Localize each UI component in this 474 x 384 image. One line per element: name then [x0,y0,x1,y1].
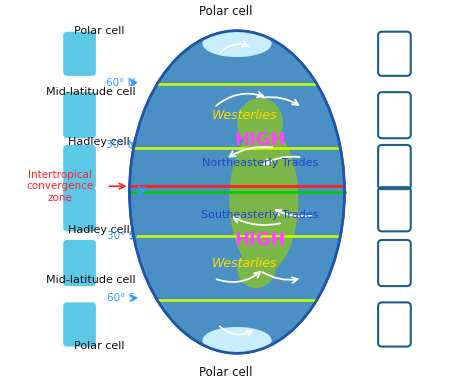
FancyBboxPatch shape [63,240,96,286]
Text: Mid-latitude cell: Mid-latitude cell [46,275,136,285]
Ellipse shape [237,98,283,148]
Ellipse shape [129,31,345,353]
Text: 60° S: 60° S [107,293,135,303]
Ellipse shape [202,30,272,57]
Text: Northeasterly Trades: Northeasterly Trades [202,158,318,168]
Text: HIGH: HIGH [234,231,286,249]
Text: Intertropical: Intertropical [28,170,92,180]
Text: Hadley cell: Hadley cell [68,225,129,235]
FancyBboxPatch shape [63,303,96,346]
Text: Polar cell: Polar cell [199,5,252,18]
Ellipse shape [229,127,299,273]
Text: HIGH: HIGH [234,131,286,149]
Ellipse shape [202,327,272,354]
Text: Westarlies: Westarlies [212,257,277,270]
Text: 30° N: 30° N [106,140,135,150]
Ellipse shape [237,250,275,288]
Text: convergence: convergence [27,181,94,191]
Text: Southeasterly Trades: Southeasterly Trades [201,210,319,220]
FancyBboxPatch shape [63,145,96,189]
Text: 30° S: 30° S [107,231,135,241]
FancyBboxPatch shape [63,187,96,231]
FancyBboxPatch shape [63,92,96,138]
Text: Mid-latitude cell: Mid-latitude cell [46,87,136,97]
Text: Polar cell: Polar cell [199,366,252,379]
Text: zone: zone [48,193,73,203]
Text: Polar cell: Polar cell [73,26,124,36]
FancyBboxPatch shape [63,32,96,76]
Text: Westerlies: Westerlies [212,109,277,122]
Text: Polar cell: Polar cell [73,341,124,351]
Text: 0°: 0° [135,186,147,196]
Text: Hadley cell: Hadley cell [68,137,129,147]
Text: 60° N: 60° N [106,78,135,88]
